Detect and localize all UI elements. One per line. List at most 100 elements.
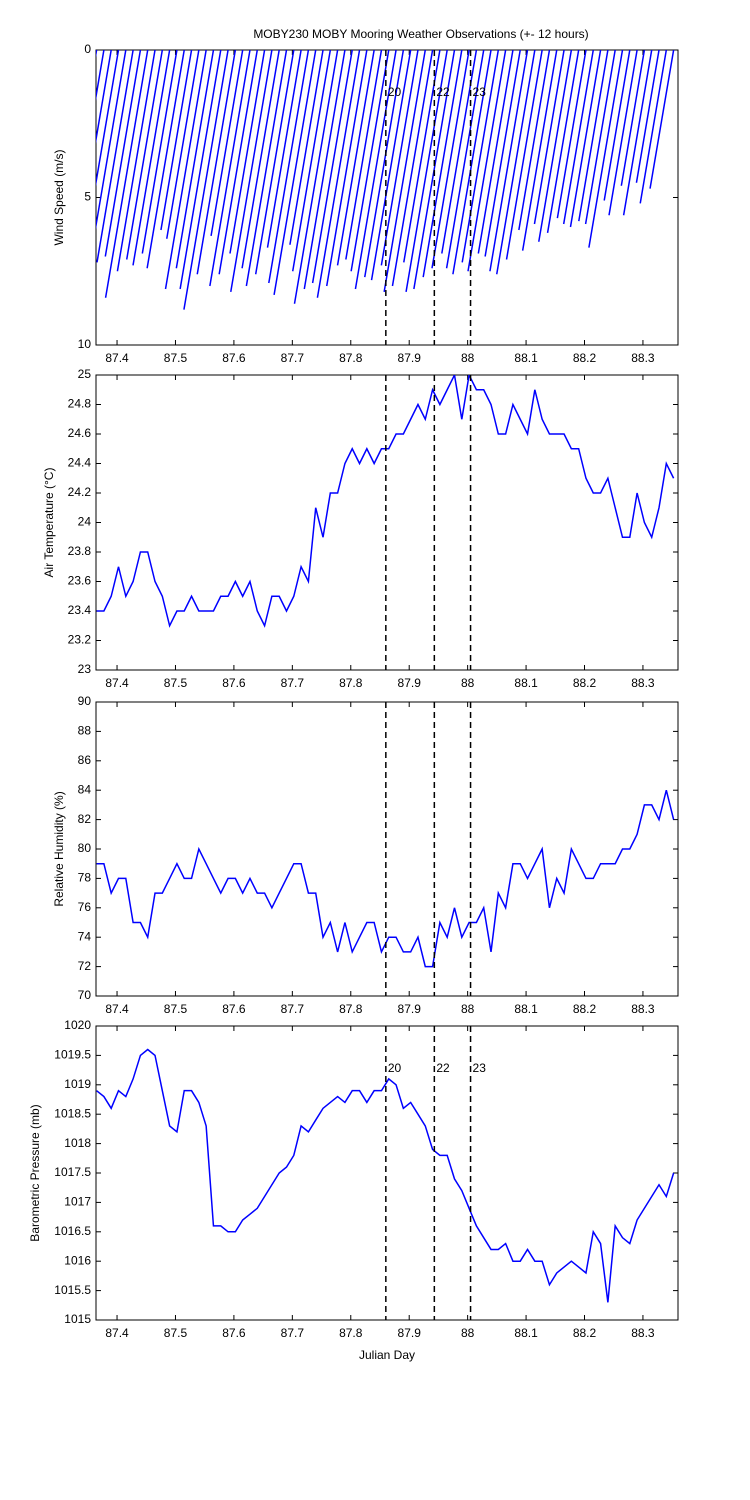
y-tick-label: 1018.5	[54, 1106, 91, 1120]
wind-stick	[345, 50, 383, 260]
x-tick-label: 88.1	[514, 351, 538, 365]
wind-stick	[370, 50, 412, 281]
x-tick-label: 87.4	[105, 351, 129, 365]
y-axis-label: Wind Speed (m/s)	[52, 149, 66, 245]
wind-stick	[146, 50, 185, 269]
y-tick-label: 1015.5	[54, 1283, 91, 1297]
wind-stick	[489, 50, 529, 272]
subplot: Barometric Pressure (mb) Julian Day 1015 10…	[28, 1018, 679, 1362]
wind-stick	[96, 50, 105, 101]
x-tick-label: 87.4	[105, 676, 129, 690]
subplot: MOBY230 MOBY Mooring Weather Observation…	[52, 27, 679, 365]
event-label: 23	[473, 1061, 487, 1075]
wind-stick	[413, 50, 456, 290]
wind-stick	[266, 50, 302, 248]
wind-stick	[179, 50, 222, 290]
x-tick-label: 87.9	[398, 351, 422, 365]
x-tick-label: 87.8	[339, 351, 363, 365]
x-tick-label: 88	[461, 1326, 475, 1340]
y-tick-label: 23.6	[68, 574, 92, 588]
x-tick-label: 87.8	[339, 1326, 363, 1340]
wind-stick	[164, 50, 207, 290]
wind-stick	[569, 50, 602, 228]
x-tick-label: 87.6	[222, 1002, 246, 1016]
y-tick-label: 0	[84, 42, 91, 56]
wind-stick	[603, 50, 631, 201]
wind-stick	[584, 50, 616, 225]
y-tick-label: 24	[78, 515, 92, 529]
y-tick-label: 23.8	[68, 544, 92, 558]
wind-stick	[538, 50, 573, 242]
x-tick-label: 88.3	[631, 676, 655, 690]
wind-stick	[336, 50, 375, 266]
wind-stick	[96, 50, 120, 187]
y-axis-label: Air Temperature (°C)	[42, 468, 56, 578]
x-tick-label: 88.3	[631, 1002, 655, 1016]
x-tick-label: 88.3	[631, 1326, 655, 1340]
y-tick-label: 1020	[64, 1018, 91, 1032]
wind-stick	[354, 50, 397, 290]
y-axis-label: Barometric Pressure (mb)	[28, 1104, 42, 1241]
wind-stick	[467, 50, 507, 272]
wind-stick	[268, 50, 310, 284]
x-tick-label: 87.5	[164, 1326, 188, 1340]
x-tick-label: 87.5	[164, 676, 188, 690]
y-tick-label: 23	[78, 662, 92, 676]
x-tick-label: 87.5	[164, 351, 188, 365]
wind-stick	[380, 50, 419, 266]
wind-stick	[578, 50, 609, 222]
x-tick-label: 87.8	[339, 1002, 363, 1016]
x-tick-label: 88	[461, 1002, 475, 1016]
wind-stick	[622, 50, 653, 216]
wind-stick	[293, 50, 339, 304]
wind-stick	[116, 50, 156, 272]
x-tick-label: 87.7	[281, 676, 305, 690]
y-tick-label: 70	[78, 988, 92, 1002]
wind-stick	[218, 50, 259, 275]
wind-stick	[518, 50, 551, 231]
y-tick-label: 90	[78, 694, 92, 708]
event-label: 22	[436, 85, 450, 99]
wind-stick	[125, 50, 164, 260]
chart-title: MOBY230 MOBY Mooring Weather Observation…	[253, 27, 588, 41]
event-label: 22	[436, 1061, 450, 1075]
wind-stick	[383, 50, 427, 293]
wind-stick	[210, 50, 244, 236]
x-tick-label: 87.9	[398, 1002, 422, 1016]
y-axis-label: Relative Humidity (%)	[52, 791, 66, 906]
wind-stick	[431, 50, 470, 269]
x-tick-label: 87.4	[105, 1326, 129, 1340]
event-label: 20	[388, 85, 402, 99]
y-tick-label: 74	[78, 929, 92, 943]
wind-stick	[273, 50, 317, 295]
wind-stick	[196, 50, 237, 275]
y-tick-label: 10	[78, 337, 92, 351]
wind-stick	[635, 50, 660, 183]
wind-stick	[484, 50, 521, 257]
wind-stick	[364, 50, 405, 278]
wind-stick	[495, 50, 536, 275]
event-label: 23	[473, 85, 487, 99]
y-tick-label: 1015	[64, 1312, 91, 1326]
y-tick-label: 86	[78, 753, 92, 767]
wind-stick	[452, 50, 492, 275]
wind-stick	[521, 50, 558, 251]
x-tick-label: 87.6	[222, 351, 246, 365]
x-tick-label: 88	[461, 351, 475, 365]
y-tick-label: 24.8	[68, 397, 92, 411]
y-tick-label: 76	[78, 900, 92, 914]
x-tick-label: 87.5	[164, 1002, 188, 1016]
x-tick-label: 88.3	[631, 351, 655, 365]
y-tick-label: 78	[78, 871, 92, 885]
wind-stick	[166, 50, 200, 239]
wind-stick	[505, 50, 543, 260]
wind-stick	[160, 50, 193, 231]
wind-stick	[350, 50, 390, 272]
wind-stick	[546, 50, 580, 234]
wind-stick	[445, 50, 485, 269]
y-tick-label: 82	[78, 812, 92, 826]
wind-stick	[104, 50, 142, 257]
wind-stick	[209, 50, 251, 287]
wind-stick	[289, 50, 324, 245]
